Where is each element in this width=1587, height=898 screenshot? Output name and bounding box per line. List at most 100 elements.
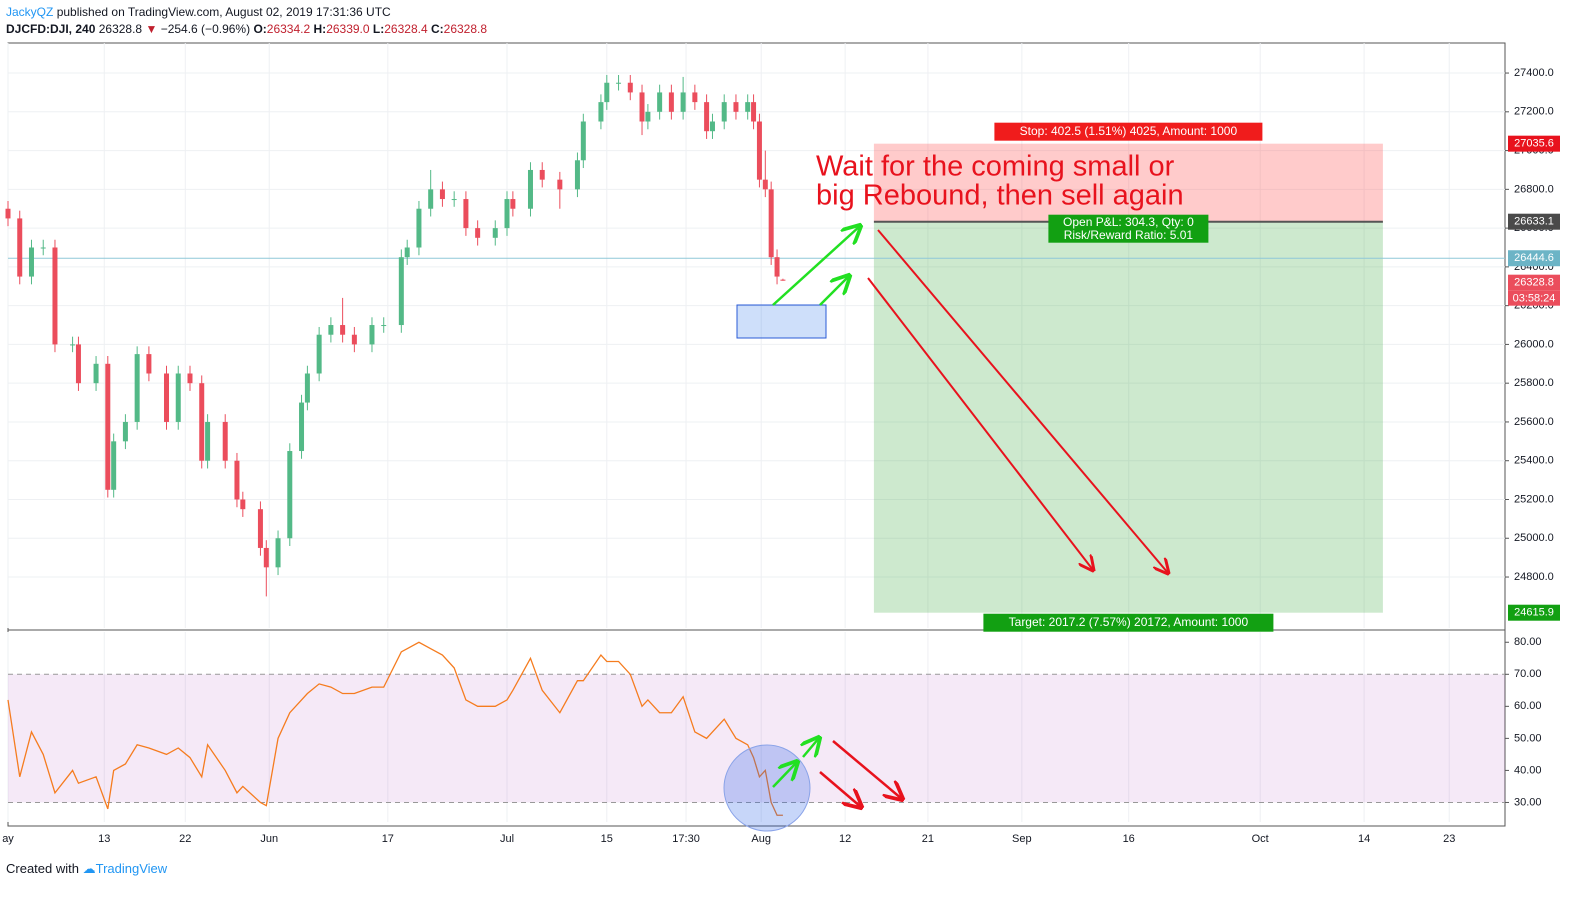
x-tick-label: 17:30	[672, 833, 700, 845]
stop-price-badge	[1508, 135, 1560, 152]
x-tick-label: Oct	[1252, 833, 1269, 845]
candle-body	[680, 92, 686, 112]
pnl-label: Open P&L: 304.3, Qty: 0	[1063, 215, 1194, 229]
rsi-band	[8, 674, 1505, 803]
y-tick-label: 26000.0	[1514, 338, 1554, 350]
candle-body	[275, 538, 281, 568]
change: −254.6 (−0.96%)	[160, 22, 251, 36]
x-tick-label: Jun	[260, 833, 278, 845]
candle-body	[222, 421, 228, 461]
candle-body	[369, 325, 375, 345]
candle-body	[774, 257, 780, 277]
y-tick-label: 24800.0	[1514, 571, 1554, 583]
y-tick-label: 25200.0	[1514, 493, 1554, 505]
label-layer: ay 13 22 Jun 17 Jul 15 17:30 Aug 12 21 Sep 16 Oct 14 23…	[2, 67, 1560, 845]
candle-body	[17, 218, 23, 277]
candle-body	[527, 169, 533, 209]
arrow	[772, 762, 797, 788]
candle-body	[616, 82, 622, 84]
candle-body	[146, 354, 152, 374]
candle-body	[598, 102, 604, 122]
symbol: DJCFD:DJI, 240	[6, 22, 96, 36]
x-tick-label: Jul	[500, 833, 514, 845]
y-tick-label: 70.00	[1514, 668, 1542, 680]
candle-body	[762, 179, 768, 190]
candle-body	[164, 373, 170, 422]
target-price: 24615.9	[1514, 607, 1554, 619]
timer: 03:58:24	[1513, 293, 1556, 305]
candle-body	[692, 92, 698, 103]
candle-body	[504, 199, 510, 229]
candle-body	[70, 344, 76, 346]
candle-body	[657, 92, 663, 112]
h-label: H:	[313, 22, 327, 36]
candle-body	[463, 199, 469, 229]
candle-body	[257, 509, 263, 548]
arrow	[877, 229, 1168, 573]
target-price-badge	[1508, 604, 1560, 621]
tradingview-logo: ☁	[82, 861, 96, 876]
brand[interactable]: TradingView	[95, 861, 168, 876]
annotation: big Rebound, then sell again	[816, 180, 1184, 212]
candle-body	[299, 402, 305, 452]
price: 26328.8	[98, 22, 143, 36]
candle-body	[134, 354, 140, 422]
support-box	[736, 304, 827, 339]
footer: Created with ☁TradingView	[6, 861, 167, 877]
candle-body	[240, 499, 246, 510]
candle-body	[398, 257, 404, 326]
arrow	[867, 277, 1093, 570]
timer-badge	[1508, 290, 1560, 306]
y-tick-label: 30.00	[1514, 796, 1542, 808]
pnl-box	[1048, 214, 1209, 243]
highlight-circle	[723, 744, 811, 832]
stop-label-box	[994, 122, 1263, 141]
x-tick-label: 17	[382, 833, 394, 845]
c-label: C:	[430, 22, 444, 36]
candle-body	[733, 102, 739, 112]
candle-body	[709, 121, 715, 132]
candle-body	[40, 247, 46, 249]
y-tick-label: 25000.0	[1514, 532, 1554, 544]
candle-body	[316, 334, 322, 374]
x-tick-label: 14	[1358, 833, 1370, 845]
author[interactable]: JackyQZ	[6, 5, 54, 19]
entry-price: 26633.1	[1514, 216, 1554, 228]
y-tick-label: 40.00	[1514, 764, 1542, 776]
header-line-2: DJCFD:DJI, 240 26328.8 ▼ −254.6 (−0.96%)…	[6, 21, 487, 38]
last-price: 26328.8	[1514, 277, 1554, 289]
candle-body	[28, 247, 34, 277]
crosshair-price: 26444.6	[1514, 252, 1554, 264]
candle-body	[328, 325, 334, 335]
candle-body	[416, 208, 422, 248]
candle-body	[751, 102, 757, 122]
rr-label: Risk/Reward Ratio: 5.01	[1064, 228, 1194, 242]
candle-body	[351, 334, 357, 345]
o-label: O:	[253, 22, 267, 36]
candle-body	[627, 82, 633, 93]
candle-body	[780, 279, 786, 281]
candle-body	[187, 373, 193, 384]
candle-body	[451, 199, 457, 201]
candle-body	[304, 373, 310, 403]
candle-body	[404, 247, 410, 258]
candle-body	[557, 179, 563, 190]
candle-body	[745, 102, 751, 112]
candle-body	[539, 169, 545, 180]
x-tick-label: 15	[601, 833, 613, 845]
candle-body	[704, 102, 710, 132]
candle-body	[105, 363, 111, 490]
y-tick-label: 25600.0	[1514, 416, 1554, 428]
candle-body	[340, 325, 346, 335]
h: 26339.0	[326, 22, 370, 36]
arrow	[832, 740, 902, 799]
candle-body	[580, 121, 586, 161]
entry-price-badge	[1508, 213, 1560, 230]
y-tick-label: 80.00	[1514, 636, 1542, 648]
y-tick-label: 50.00	[1514, 732, 1542, 744]
candle-body	[475, 228, 481, 238]
annotation: Wait for the coming small or	[816, 151, 1175, 183]
x-tick-label: 13	[98, 833, 110, 845]
